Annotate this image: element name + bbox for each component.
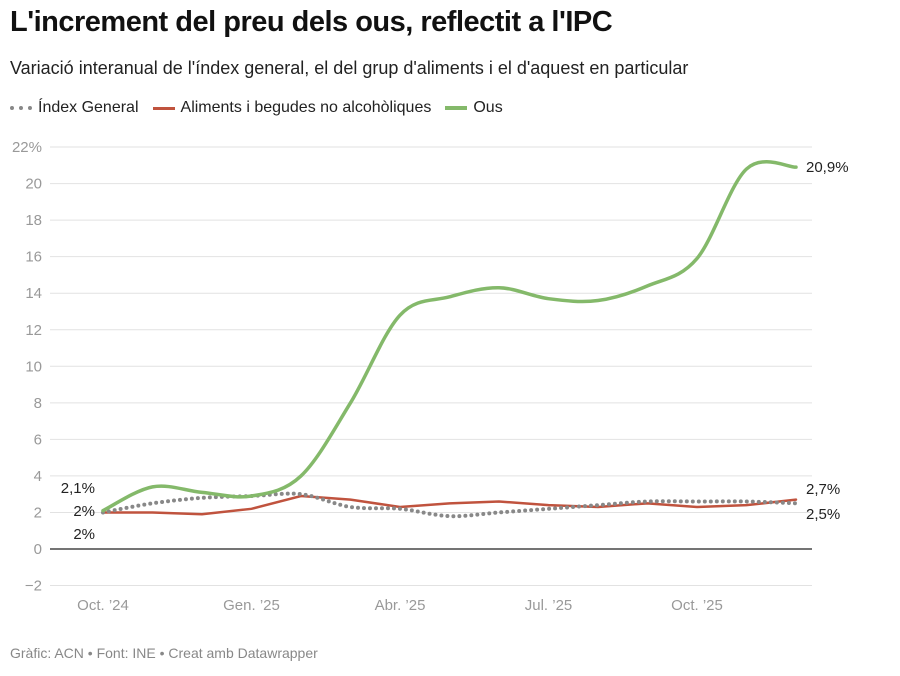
x-tick-label: Jul. ’25: [525, 597, 573, 614]
chart-subtitle: Variació interanual de l'índex general, …: [10, 58, 689, 78]
x-tick-label: Gen. ’25: [223, 597, 280, 614]
legend-label: Aliments i begudes no alcohòliques: [180, 99, 432, 116]
y-tick-label: 6: [34, 431, 42, 448]
legend-swatch: [10, 106, 32, 110]
legend-item-aliments: Aliments i begudes no alcohòliques: [152, 99, 432, 117]
end-label-aliments: 2,7%: [806, 481, 840, 498]
legend-swatch: [152, 106, 175, 110]
y-tick-label: 18: [25, 212, 42, 229]
y-tick-label: 4: [34, 468, 42, 485]
series-line-aliments: [101, 494, 798, 516]
y-tick-label: 10: [25, 358, 42, 375]
chart-title: L'increment del preu dels ous, reflectit…: [10, 6, 613, 38]
start-label: 2%: [73, 526, 95, 543]
y-tick-label: 22%: [12, 139, 42, 156]
legend-label: Índex General: [38, 99, 139, 116]
y-tick-label: 20: [25, 176, 42, 193]
series-line-index-general: [101, 491, 798, 519]
x-tick-label: Abr. ’25: [375, 597, 426, 614]
y-tick-label: 16: [25, 249, 42, 266]
legend-item-ous: Ous: [445, 99, 503, 117]
y-tick-label: 12: [25, 322, 42, 339]
legend-swatch: [445, 106, 468, 110]
footer-credits: Gràfic: ACN • Font: INE • Creat amb Data…: [10, 645, 318, 661]
end-label-general: 2,5%: [806, 506, 840, 523]
start-label: 2,1%: [61, 480, 95, 497]
x-tick-label: Oct. ’25: [671, 597, 723, 614]
legend-item-general: Índex General: [10, 99, 139, 117]
end-label-ous: 20,9%: [806, 159, 849, 176]
x-tick-label: Oct. ’24: [77, 597, 129, 614]
y-tick-label: −2: [25, 578, 42, 595]
legend: Índex General Aliments i begudes no alco…: [10, 99, 503, 117]
y-tick-label: 8: [34, 395, 42, 412]
y-tick-label: 14: [25, 285, 42, 302]
y-tick-label: 2: [34, 504, 42, 521]
series-line-ous: [101, 160, 798, 513]
legend-label: Ous: [473, 99, 503, 116]
y-tick-label: 0: [34, 541, 42, 558]
start-label: 2%: [73, 503, 95, 520]
